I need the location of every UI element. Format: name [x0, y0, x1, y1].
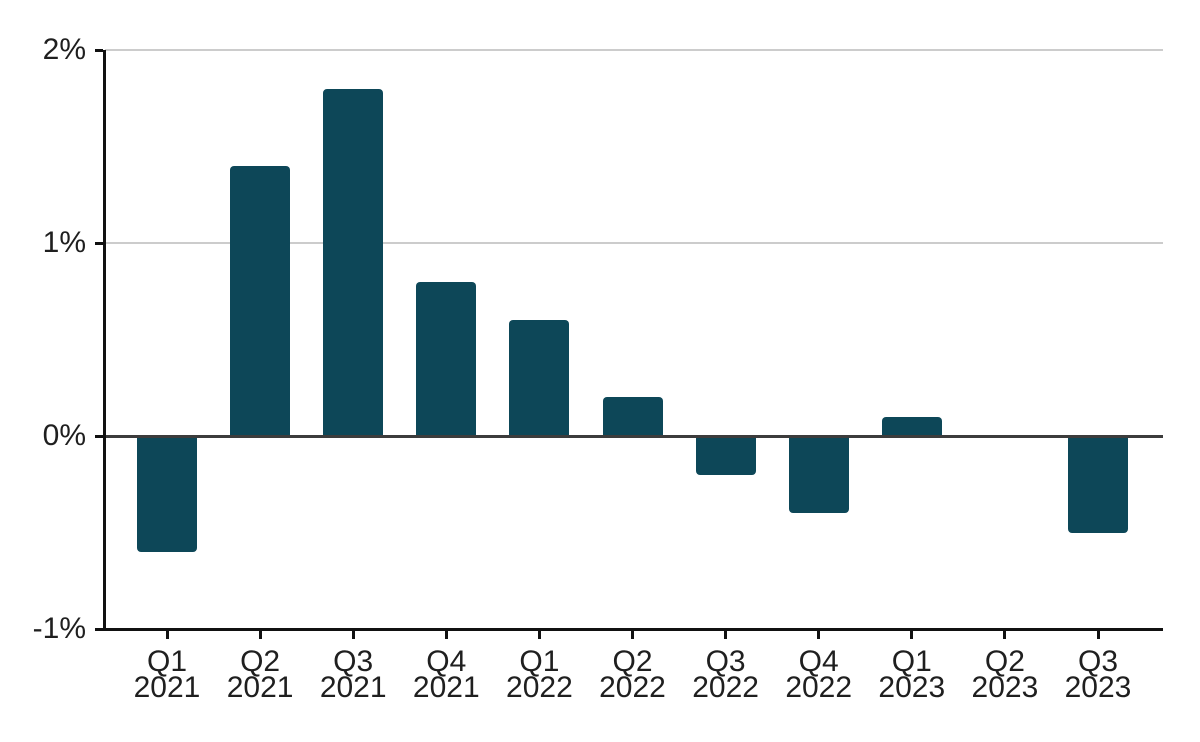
x-tick-label: Q3 2023	[1028, 645, 1168, 704]
x-tick-label-year: 2021	[412, 671, 480, 704]
bar-q4-2021	[416, 281, 477, 437]
x-tick-label-quarter: Q2	[612, 645, 653, 678]
x-tick-label-quarter: Q3	[333, 645, 374, 678]
x-tick-label-year: 2022	[599, 671, 666, 704]
x-tick-mark	[351, 631, 355, 639]
y-tick-label: -1%	[32, 612, 86, 645]
x-tick-label: Q1 2023	[842, 645, 982, 704]
x-tick-mark	[1096, 631, 1100, 639]
x-tick-mark	[444, 631, 448, 639]
y-tick-label: 2%	[42, 33, 86, 66]
x-tick-mark	[258, 631, 262, 639]
x-tick-mark	[537, 631, 541, 639]
x-tick-label-year: 2023	[1064, 671, 1132, 704]
y-axis-line	[103, 50, 106, 631]
bar-q4-2022	[788, 435, 849, 514]
bar-q3-2023	[1068, 435, 1128, 533]
y-tick-mark	[95, 434, 103, 438]
x-tick-label: Q1 2021	[97, 645, 237, 704]
x-tick-label-quarter: Q3	[1077, 645, 1119, 678]
x-tick-label: Q4 2021	[376, 645, 516, 704]
x-tick-mark	[165, 631, 169, 639]
x-tick-mark	[910, 631, 914, 639]
x-tick-label-year: 2022	[692, 671, 759, 704]
x-tick-label-year: 2022	[506, 671, 573, 704]
x-tick-label-quarter: Q2	[984, 645, 1025, 678]
x-tick-label-quarter: Q4	[426, 645, 467, 678]
x-axis-line	[103, 628, 1163, 631]
x-tick-mark	[1003, 631, 1007, 639]
y-tick-mark	[95, 48, 103, 52]
x-tick-label: Q4 2022	[749, 645, 889, 704]
zero-baseline	[105, 434, 1163, 438]
y-tick-mark	[95, 241, 103, 245]
x-tick-label: Q3 2021	[283, 645, 423, 704]
x-tick-label: Q2 2022	[563, 645, 703, 704]
x-tick-mark	[724, 631, 728, 639]
x-tick-mark	[631, 631, 634, 639]
bar-q2-2021	[230, 165, 291, 437]
x-tick-label-quarter: Q2	[240, 645, 281, 678]
x-tick-label-year: 2021	[226, 671, 294, 704]
x-tick-label-year: 2023	[878, 671, 946, 704]
x-tick-label: Q1 2022	[469, 645, 609, 704]
x-tick-label-year: 2021	[133, 671, 201, 704]
x-tick-label-year: 2023	[971, 671, 1039, 704]
x-tick-label: Q2 2023	[935, 645, 1075, 704]
bar-q1-2021	[137, 435, 197, 552]
bar-q1-2023	[881, 416, 942, 437]
x-tick-label-quarter: Q3	[705, 645, 746, 678]
x-tick-label-quarter: Q1	[891, 645, 932, 678]
y-tick-label: 0%	[42, 419, 86, 452]
x-tick-label-quarter: Q1	[519, 645, 560, 678]
bar-q1-2022	[509, 320, 570, 437]
y-tick-label: 1%	[42, 226, 86, 259]
bar-q2-2022	[602, 397, 663, 437]
x-tick-label-quarter: Q1	[146, 645, 188, 678]
gridline-1pct	[105, 242, 1163, 244]
bar-q3-2021	[323, 88, 384, 437]
x-tick-label: Q3 2022	[656, 645, 796, 704]
x-tick-label: Q2 2021	[190, 645, 330, 704]
x-tick-label-year: 2021	[319, 671, 387, 704]
x-tick-mark	[817, 631, 821, 639]
x-tick-label-year: 2022	[785, 671, 853, 704]
x-tick-label-quarter: Q4	[798, 645, 839, 678]
gridline-2pct	[105, 49, 1163, 51]
bar-q3-2022	[695, 435, 756, 475]
y-tick-mark	[95, 627, 103, 631]
